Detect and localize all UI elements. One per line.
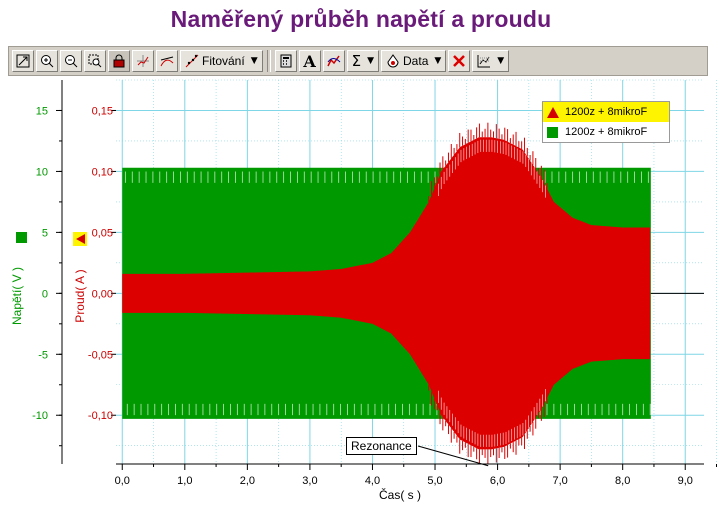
fit-dropdown[interactable]: Fitování ▼ <box>180 50 263 72</box>
zoom-out-icon[interactable] <box>60 50 82 72</box>
annotation-leader <box>417 445 489 467</box>
zoom-region-icon[interactable] <box>84 50 106 72</box>
crosshair-icon[interactable] <box>132 50 154 72</box>
toolbar-separator <box>266 50 271 72</box>
x-tick-label: 0,0 <box>115 475 130 487</box>
axes <box>61 80 704 465</box>
current-tick-label: -0,05 <box>88 349 113 361</box>
current-tick-label: 0,00 <box>92 288 113 300</box>
x-tick-label: 8,0 <box>615 475 630 487</box>
x-tick-label: 2,0 <box>240 475 255 487</box>
current-envelope <box>122 137 651 450</box>
current-series <box>122 122 704 464</box>
graph-toolbar: Fitování ▼ A Σ ▼ Data ▼ ▼ <box>8 46 708 76</box>
statistics-dropdown[interactable]: Σ ▼ <box>346 50 380 72</box>
voltage-tick-label: 15 <box>36 105 48 117</box>
tangent-icon[interactable] <box>156 50 178 72</box>
x-tick-label: 9,0 <box>678 475 693 487</box>
voltage-tick-label: -10 <box>32 410 48 422</box>
x-tick-label: 7,0 <box>552 475 567 487</box>
voltage-axis-ticks: 15 10 5 0 -5 -10 <box>32 105 62 447</box>
x-tick-label: 1,0 <box>177 475 192 487</box>
chevron-down-icon: ▼ <box>497 56 505 66</box>
current-tick-label: 0,15 <box>92 105 113 117</box>
x-tick-label: 6,0 <box>490 475 505 487</box>
x-axis-label: Čas( s ) <box>379 488 421 502</box>
triangle-icon <box>75 234 85 244</box>
fit-label: Fitování <box>202 54 245 68</box>
current-axis-label: Proud( A ) <box>73 269 87 323</box>
chevron-down-icon: ▼ <box>250 56 258 66</box>
voltage-tick-label: -5 <box>38 349 48 361</box>
text-annotation-button[interactable]: A <box>298 50 321 72</box>
voltage-axis-marker[interactable] <box>16 232 27 243</box>
current-tick-label: 0,10 <box>92 166 113 178</box>
voltage-axis-label: Napětí( V ) <box>10 266 24 326</box>
square-icon <box>547 126 558 138</box>
chevron-down-icon: ▼ <box>434 56 442 66</box>
legend-label-current: 1200z + 8mikroF <box>565 106 648 118</box>
current-axis-marker[interactable] <box>73 232 87 246</box>
sigma-label: Σ <box>351 52 362 70</box>
current-tick-label: -0,10 <box>88 410 113 422</box>
autoscale-icon[interactable] <box>12 50 34 72</box>
annotation-rezonance[interactable]: Rezonance <box>346 437 417 455</box>
voltage-tick-label: 0 <box>42 288 48 300</box>
data-lock-icon[interactable] <box>108 50 130 72</box>
x-tick-label: 4,0 <box>365 475 380 487</box>
annotation-leader-line <box>417 445 489 467</box>
calculator-icon[interactable] <box>274 50 297 72</box>
voltage-tick-label: 10 <box>36 166 48 178</box>
zoom-in-icon[interactable] <box>36 50 58 72</box>
text-tool-label: A <box>303 51 316 71</box>
graph-options-dropdown[interactable]: ▼ <box>472 50 510 72</box>
model-icon[interactable] <box>322 50 345 72</box>
triangle-icon <box>547 106 559 118</box>
data-dropdown[interactable]: Data ▼ <box>381 50 447 72</box>
current-axis-ticks: 0,15 0,10 0,05 0,00 -0,05 -0,10 <box>88 105 116 422</box>
chevron-down-icon: ▼ <box>367 56 375 66</box>
x-tick-label: 5,0 <box>427 475 442 487</box>
legend-item-voltage[interactable]: 1200z + 8mikroF <box>543 122 669 142</box>
voltage-tick-label: 5 <box>42 227 48 239</box>
legend-label-voltage: 1200z + 8mikroF <box>565 126 648 138</box>
legend-item-current[interactable]: 1200z + 8mikroF <box>543 102 669 122</box>
legend[interactable]: 1200z + 8mikroF 1200z + 8mikroF <box>542 101 670 143</box>
current-tick-label: 0,05 <box>92 227 113 239</box>
data-label: Data <box>403 54 429 68</box>
delete-icon[interactable] <box>448 50 471 72</box>
x-tick-label: 3,0 <box>302 475 317 487</box>
chart-title: Naměřený průběh napětí a proudu <box>170 6 552 32</box>
x-axis-ticks: 0,0 1,0 2,0 3,0 4,0 5,0 6,0 7,0 8,0 9,0 <box>115 464 718 487</box>
